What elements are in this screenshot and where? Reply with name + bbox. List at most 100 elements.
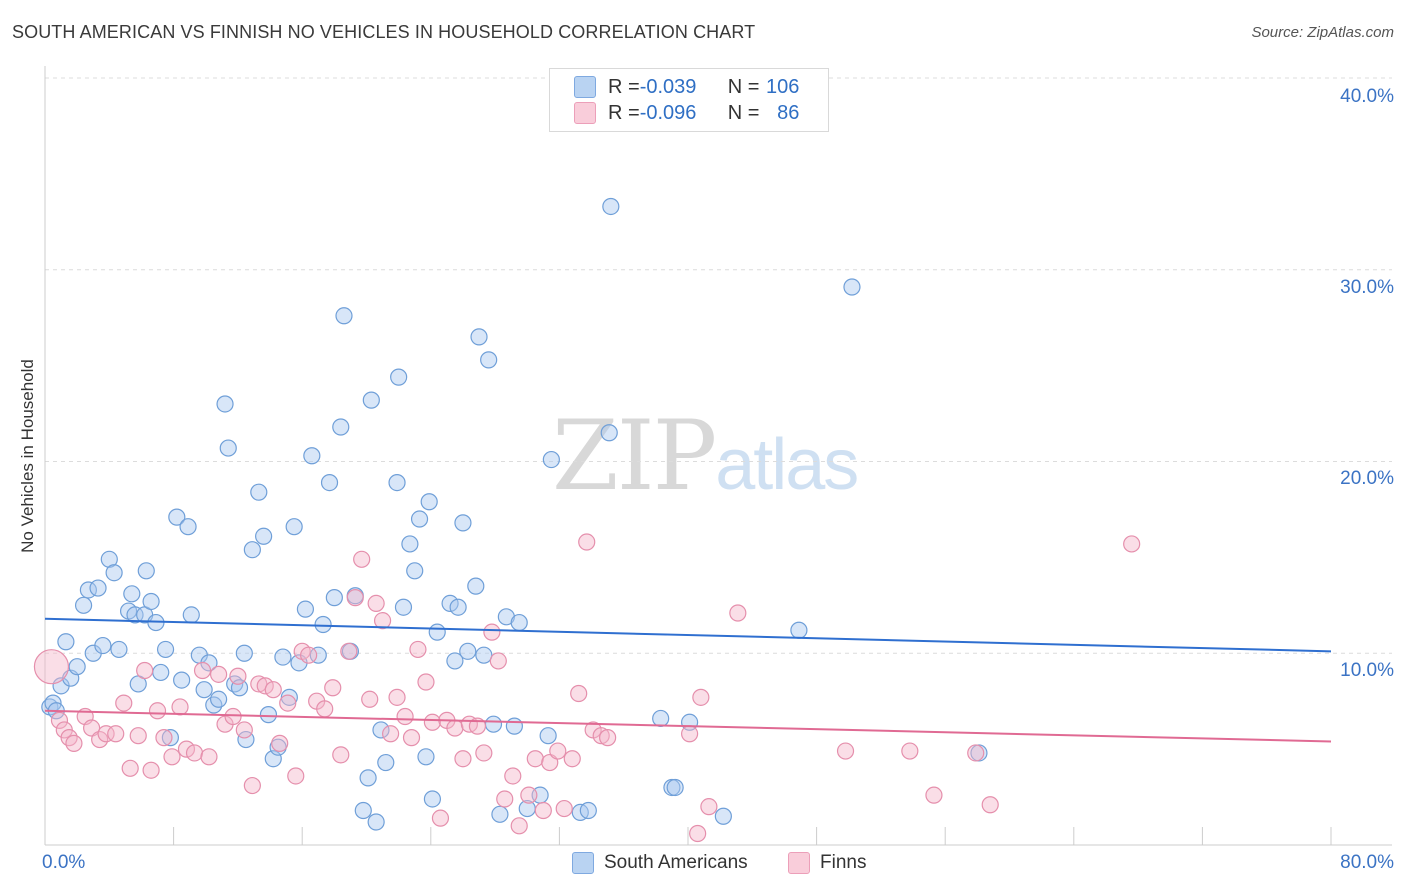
south-american-point	[100, 550, 118, 568]
south-american-point	[459, 642, 477, 660]
south-american-point	[484, 715, 503, 733]
south-american-point	[255, 527, 273, 545]
finn-point	[446, 719, 464, 737]
finn-point	[373, 612, 392, 630]
south-american-point	[235, 644, 253, 662]
south-american-point	[243, 541, 261, 559]
finn-point	[256, 677, 274, 695]
finn-point	[235, 721, 253, 739]
south-american-point	[57, 633, 75, 651]
finn-point	[142, 761, 160, 779]
south-american-point	[314, 615, 332, 634]
south-american-point	[179, 518, 197, 536]
south-american-point	[843, 278, 861, 296]
south-american-point	[320, 473, 339, 492]
finn-point	[115, 694, 133, 712]
south-american-point	[579, 801, 597, 820]
legend-row-south-americans: R = -0.039 N = 106	[574, 75, 799, 99]
watermark: ZIPatlas	[552, 400, 859, 512]
south-american-point	[441, 594, 459, 612]
south-american-point	[68, 658, 86, 676]
finn-point	[367, 594, 385, 612]
legend-item-south-americans[interactable]: South Americans	[572, 852, 748, 874]
finn-point	[155, 729, 173, 747]
south-american-point	[250, 483, 268, 501]
finn-point	[353, 550, 371, 568]
south-american-point	[359, 769, 377, 787]
legend-r-label: R =	[608, 75, 640, 98]
legend-n-label: N =	[727, 101, 760, 124]
finn-point	[171, 698, 189, 716]
south-american-point	[285, 518, 303, 536]
south-american-point	[510, 613, 528, 632]
finn-point	[148, 702, 167, 720]
finn-point	[200, 748, 218, 766]
finn-point	[475, 744, 493, 762]
finn-point	[454, 750, 472, 768]
south-american-point	[417, 748, 435, 766]
finn-point	[193, 661, 212, 680]
finn-point	[967, 744, 985, 762]
south-american-point	[454, 514, 472, 532]
south-american-point	[423, 790, 442, 808]
finn-point	[402, 729, 421, 747]
y-tick-label: 40.0%	[1340, 86, 1394, 107]
y-tick-label: 30.0%	[1340, 277, 1394, 298]
south-american-point	[354, 801, 372, 820]
finn-point	[836, 742, 855, 760]
chart-title: SOUTH AMERICAN VS FINNISH NO VEHICLES IN…	[12, 22, 756, 42]
finn-point	[300, 646, 318, 664]
finn-point	[382, 725, 400, 743]
south-american-point	[126, 606, 144, 624]
finn-point	[361, 690, 379, 708]
south-american-point	[362, 391, 380, 409]
south-american-point	[542, 450, 560, 469]
south-american-point	[602, 197, 620, 216]
south-american-point	[195, 681, 213, 699]
finn-point	[271, 734, 289, 752]
south-american-point	[303, 447, 321, 465]
legend-item-finns[interactable]: Finns	[788, 852, 866, 874]
south-american-point	[652, 709, 670, 728]
south-american-point	[539, 727, 557, 745]
source-credit: Source: ZipAtlas.com	[1251, 24, 1394, 41]
finn-point	[520, 786, 538, 804]
legend-r-value: -0.096	[639, 101, 697, 124]
finn-point	[163, 748, 181, 766]
south-american-point	[142, 592, 160, 611]
south-american-point	[388, 473, 406, 492]
south-american-point	[480, 351, 498, 369]
legend-label: South Americans	[604, 852, 748, 873]
legend-label: Finns	[820, 852, 867, 873]
finn-point	[279, 694, 297, 712]
finn-point	[229, 667, 247, 685]
finn-point	[570, 684, 588, 703]
finn-point	[396, 707, 414, 726]
finn-point	[555, 799, 573, 818]
y-tick-label: 20.0%	[1340, 468, 1394, 489]
south-american-point	[296, 600, 315, 618]
finn-point	[50, 711, 69, 729]
south-american-point	[182, 606, 200, 624]
finn-point	[129, 727, 147, 745]
south-american-point	[790, 621, 808, 639]
finn-point	[423, 713, 442, 731]
south-american-point	[110, 640, 128, 659]
south-american-point	[367, 813, 385, 831]
finn-point	[264, 681, 282, 699]
finn-point	[901, 742, 919, 760]
finn-point	[599, 729, 617, 747]
finn-point	[210, 665, 228, 683]
legend-r-label: R =	[608, 101, 640, 124]
south-american-point	[156, 640, 175, 659]
south-american-point	[74, 596, 93, 614]
south-american-point	[332, 418, 350, 436]
legend-n-value: 106	[766, 75, 800, 98]
finn-point	[107, 725, 125, 743]
finn-point	[549, 742, 567, 760]
finn-point	[91, 730, 109, 749]
south-american-point	[428, 623, 446, 641]
south-american-point	[105, 564, 123, 582]
x-tick-label: 0.0%	[42, 852, 86, 873]
